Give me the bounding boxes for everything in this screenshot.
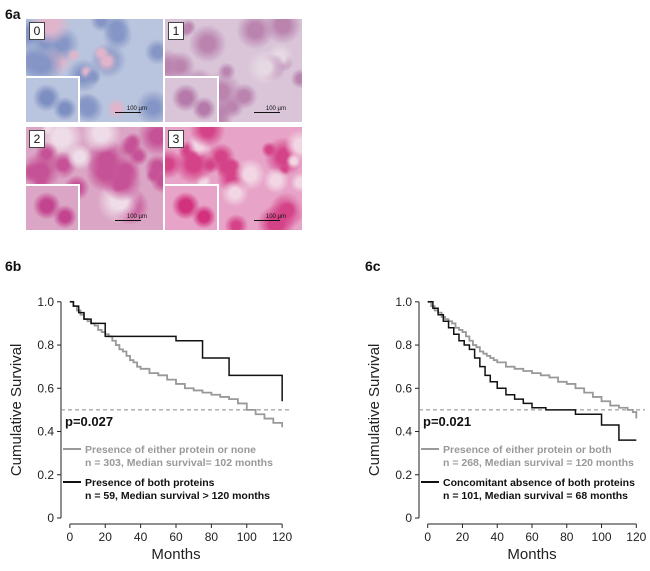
x-axis-label: Months <box>151 546 200 563</box>
x-tick-label: 20 <box>99 530 113 544</box>
micrograph-inset <box>165 184 219 230</box>
panel-label-6a: 6a <box>5 6 21 22</box>
x-tick-label: 100 <box>237 530 257 544</box>
y-tick-label: 1.0 <box>37 295 54 309</box>
survival-curve-1 <box>69 300 284 428</box>
y-tick-label: 0.4 <box>37 425 54 439</box>
micrograph-3: 3 100 µm <box>165 127 302 230</box>
y-tick-label: 1.0 <box>395 295 412 309</box>
x-tick-label: 40 <box>134 530 148 544</box>
micrograph-inset <box>26 76 80 122</box>
y-tick-label: 0.6 <box>37 381 54 395</box>
y-tick-label: 0.8 <box>37 338 54 352</box>
y-tick-label: 0.8 <box>395 338 412 352</box>
survival-curve-2 <box>69 301 283 402</box>
y-tick-label: 0.2 <box>395 468 412 482</box>
panel-label-6b: 6b <box>5 258 22 274</box>
scale-bar <box>115 112 141 113</box>
x-tick-label: 60 <box>525 530 539 544</box>
y-tick-label: 0.6 <box>395 381 412 395</box>
x-axis-label: Months <box>507 546 556 563</box>
legend-label-2: Concomitant absence of both proteins <box>443 477 635 489</box>
micrograph-0: 0 100 µm <box>26 19 163 122</box>
x-tick-label: 120 <box>272 530 292 544</box>
x-tick-label: 0 <box>424 530 431 544</box>
micrograph-number: 0 <box>29 22 45 40</box>
p-value-annotation: p=0.027 <box>65 414 113 429</box>
micrograph-inset <box>26 184 80 230</box>
survival-curve-2 <box>427 301 637 441</box>
micrograph-1: 1 100 µm <box>165 19 302 122</box>
legend-detail-1: n = 268, Median survival = 120 months <box>443 457 634 469</box>
scale-bar-label: 100 µm <box>126 106 147 112</box>
legend-label-1: Presence of either protein or both <box>443 444 612 456</box>
y-axis-label: Cumulative Survival <box>8 344 25 477</box>
micrograph-number: 1 <box>168 22 184 40</box>
panel-label-6c: 6c <box>365 258 381 274</box>
legend-detail-1: n = 303, Median survival= 102 months <box>85 457 273 469</box>
scale-bar <box>254 220 280 221</box>
x-tick-label: 40 <box>491 530 505 544</box>
x-tick-label: 20 <box>456 530 470 544</box>
x-tick-label: 80 <box>560 530 574 544</box>
legend-label-1: Presence of either protein or none <box>85 444 256 456</box>
scale-bar-label: 100 µm <box>265 106 286 112</box>
scale-bar <box>115 220 141 221</box>
x-tick-label: 120 <box>626 530 646 544</box>
survival-chart-6c: 0 0.2 0.4 0.6 0.8 1.0 0 20 40 60 80 100 120 Months Cum… <box>366 295 647 563</box>
x-tick-label: 60 <box>169 530 183 544</box>
scale-bar-label: 100 µm <box>265 214 286 220</box>
y-tick-label: 0.4 <box>395 425 412 439</box>
legend-detail-2: n = 101, Median survival = 68 months <box>443 490 628 502</box>
micrograph-number: 2 <box>29 130 45 148</box>
x-tick-label: 100 <box>592 530 612 544</box>
survival-curve-1 <box>427 300 638 419</box>
scale-bar-label: 100 µm <box>126 214 147 220</box>
micrograph-2: 2 100 µm <box>26 127 163 230</box>
y-tick-label: 0.2 <box>37 468 54 482</box>
legend-detail-2: n = 59, Median survival > 120 months <box>85 490 270 502</box>
y-tick-label: 0 <box>47 511 54 525</box>
y-tick-label: 0 <box>405 511 412 525</box>
y-axis-label: Cumulative Survival <box>366 344 383 477</box>
legend-label-2: Presence of both proteins <box>85 477 215 489</box>
survival-chart-6b: 0 0.2 0.4 0.6 0.8 1.0 0 20 40 60 80 100 120 Months Cum… <box>8 295 292 563</box>
micrograph-inset <box>165 76 219 122</box>
p-value-annotation: p=0.021 <box>423 414 471 429</box>
scale-bar <box>254 112 280 113</box>
x-tick-label: 80 <box>205 530 219 544</box>
x-tick-label: 0 <box>67 530 74 544</box>
micrograph-number: 3 <box>168 130 184 148</box>
